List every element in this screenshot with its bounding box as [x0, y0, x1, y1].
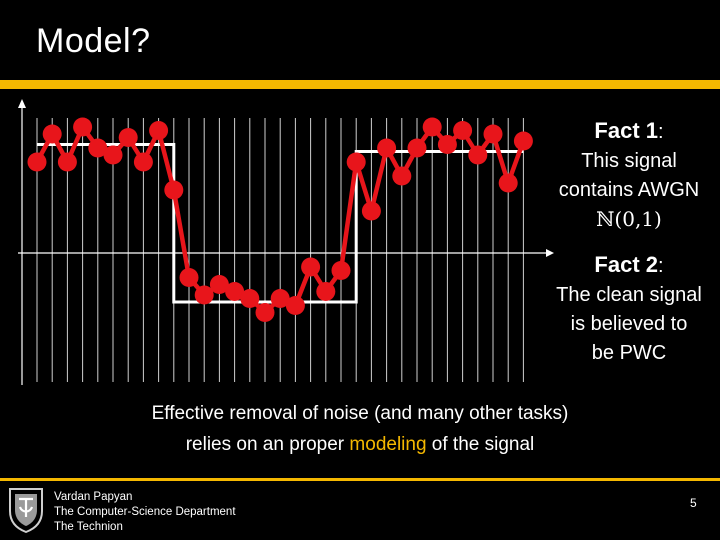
fact2-colon: :: [658, 255, 664, 277]
noisy-point: [331, 261, 351, 280]
noisy-point: [437, 135, 457, 154]
fact1-line-2: contains AWGN: [558, 179, 700, 201]
noisy-point: [316, 282, 336, 301]
noisy-point: [407, 138, 427, 158]
caption-text-post: of the signal: [426, 434, 535, 455]
noisy-point: [377, 138, 397, 158]
noisy-point: [422, 117, 442, 137]
noisy-point: [483, 124, 503, 144]
noisy-point: [164, 180, 184, 200]
title-accent-bar: [0, 80, 720, 89]
fact2-title: Fact 2: [594, 252, 659, 277]
noisy-point: [468, 145, 488, 165]
noisy-point: [225, 282, 245, 301]
fact1-colon: :: [658, 121, 664, 143]
footer-credits: Vardan Papyan The Computer-Science Depar…: [54, 490, 236, 535]
noisy-point: [301, 257, 321, 277]
noisy-point: [498, 173, 518, 193]
noisy-point: [179, 268, 199, 287]
footer-accent-bar: [0, 478, 720, 481]
caption-highlight: modeling: [349, 434, 427, 455]
footer-author: Vardan Papyan: [54, 491, 133, 503]
caption-line-1: Effective removal of noise (and many oth…: [151, 403, 569, 424]
fact2-line-1: The clean signal: [556, 284, 702, 306]
noisy-point: [149, 121, 169, 140]
noisy-point: [133, 152, 153, 172]
noisy-point: [453, 121, 473, 140]
y-axis-arrow: [18, 99, 26, 108]
noisy-point: [209, 275, 229, 294]
signal-plot: [18, 99, 554, 385]
noisy-point: [240, 289, 260, 308]
noisy-point: [513, 131, 533, 151]
noisy-point: [27, 152, 47, 172]
fact1-title: Fact 1: [594, 118, 659, 143]
noisy-point: [118, 128, 138, 147]
fact2-line-2: is believed to: [570, 313, 688, 335]
noisy-point: [270, 289, 290, 308]
noisy-point: [57, 152, 77, 172]
fact2-line-3: be PWC: [591, 342, 667, 364]
noisy-point: [392, 166, 412, 186]
noisy-point: [285, 296, 305, 315]
noisy-point: [346, 152, 366, 172]
fact1-math: ℕ(0,1): [596, 207, 662, 231]
caption-text-pre: relies on an proper: [185, 434, 350, 455]
noisy-point: [194, 285, 214, 305]
slide-caption: Effective removal of noise (and many oth…: [60, 398, 660, 460]
noisy-point: [103, 145, 123, 165]
page-number: 5: [690, 496, 697, 510]
technion-logo-icon: [9, 488, 43, 533]
noisy-point: [361, 201, 381, 221]
noisy-point: [88, 138, 108, 158]
footer-institution: The Technion: [54, 521, 123, 533]
x-axis-arrow: [546, 249, 554, 257]
noisy-point: [73, 117, 93, 137]
fact1-line-1: This signal: [581, 150, 677, 172]
facts-panel: Fact 1: This signal contains AWGN ℕ(0,1)…: [548, 116, 710, 368]
noisy-point: [255, 303, 275, 322]
noisy-signal-points: [27, 117, 533, 322]
caption-line-2: relies on an proper modeling of the sign…: [60, 429, 660, 460]
slide-title: Model?: [36, 22, 151, 60]
footer-department: The Computer-Science Department: [54, 506, 236, 518]
noisy-point: [42, 124, 62, 144]
